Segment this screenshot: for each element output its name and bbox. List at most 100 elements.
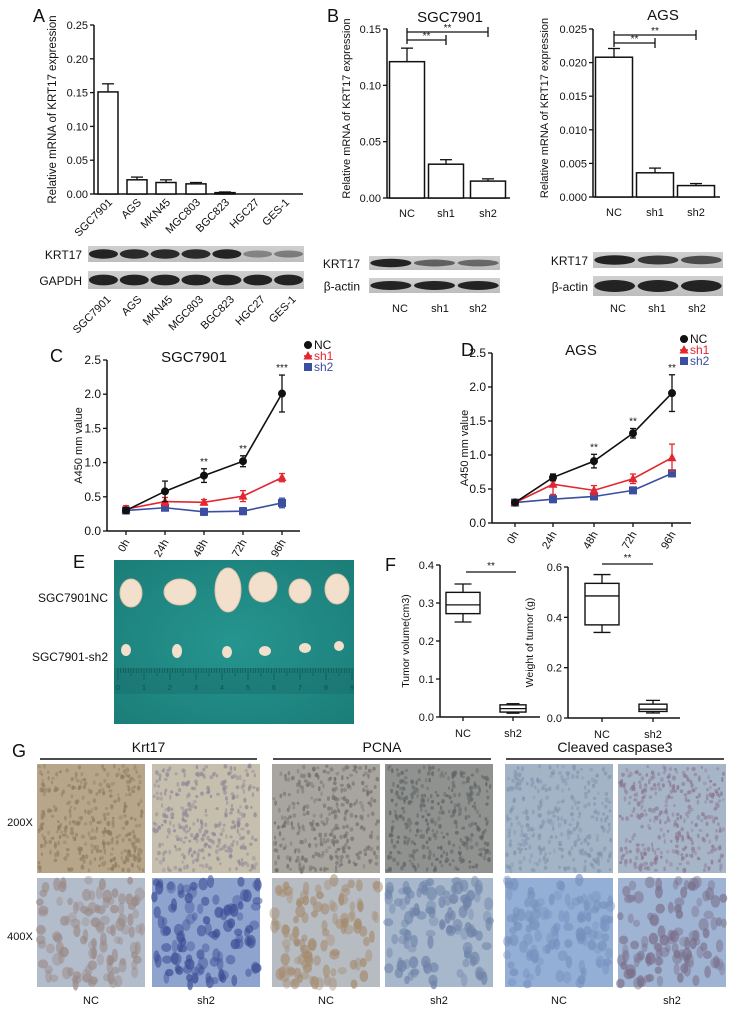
- cell-nucleus: [318, 786, 321, 792]
- cell-nucleus: [542, 855, 546, 862]
- cell-nucleus: [189, 882, 199, 891]
- cell-nucleus: [166, 881, 176, 894]
- cell-nucleus: [110, 804, 114, 810]
- box-sh2: [499, 703, 527, 714]
- cell-nucleus: [308, 843, 312, 848]
- cell-nucleus: [153, 906, 161, 919]
- cell-nucleus: [710, 916, 718, 931]
- marker-triangle: [589, 485, 599, 494]
- cell-nucleus: [334, 786, 338, 791]
- cell-nucleus: [45, 943, 55, 954]
- cell-nucleus: [631, 809, 635, 814]
- cell-nucleus: [423, 793, 427, 798]
- cell-nucleus: [334, 823, 339, 828]
- cell-nucleus: [458, 810, 462, 816]
- cell-nucleus: [235, 867, 238, 871]
- cell-nucleus: [679, 815, 683, 820]
- cell-nucleus: [239, 836, 244, 840]
- cell-nucleus: [391, 934, 399, 945]
- cell-nucleus: [317, 852, 321, 858]
- cell-nucleus: [364, 852, 367, 857]
- panel-label-d: D: [461, 340, 474, 360]
- marker-square: [304, 363, 312, 371]
- cell-nucleus: [573, 768, 576, 772]
- cell-nucleus: [186, 782, 190, 787]
- cell-nucleus: [181, 812, 185, 818]
- cell-nucleus: [113, 975, 123, 988]
- cell-nucleus: [323, 832, 328, 838]
- cell-nucleus: [234, 928, 243, 936]
- cell-nucleus: [195, 838, 199, 844]
- cell-nucleus: [328, 833, 332, 837]
- cell-nucleus: [521, 811, 526, 815]
- cell-nucleus: [650, 808, 655, 814]
- x-tick-label: 96h: [659, 530, 679, 552]
- cell-nucleus: [563, 819, 567, 825]
- cell-nucleus: [672, 880, 679, 890]
- group-label: NC: [318, 995, 334, 1007]
- cell-nucleus: [717, 822, 720, 827]
- marker-square: [668, 469, 676, 478]
- cell-nucleus: [41, 783, 46, 788]
- cell-nucleus: [532, 780, 535, 785]
- cell-nucleus: [653, 807, 656, 813]
- cell-nucleus: [581, 934, 588, 947]
- cell-nucleus: [568, 823, 573, 827]
- cell-nucleus: [356, 897, 363, 911]
- cell-nucleus: [528, 858, 532, 864]
- cell-nucleus: [237, 808, 240, 814]
- cell-nucleus: [47, 788, 51, 793]
- cell-nucleus: [675, 909, 684, 919]
- cell-nucleus: [212, 894, 220, 905]
- cell-nucleus: [390, 838, 394, 844]
- cell-nucleus: [671, 787, 675, 793]
- cell-nucleus: [587, 929, 599, 940]
- cell-nucleus: [106, 961, 113, 974]
- cell-nucleus: [400, 779, 405, 784]
- cell-nucleus: [103, 849, 107, 855]
- cell-nucleus: [595, 838, 599, 842]
- cell-nucleus: [441, 798, 445, 804]
- cell-nucleus: [184, 900, 195, 914]
- cell-nucleus: [182, 965, 192, 974]
- cell-nucleus: [399, 897, 407, 911]
- cell-nucleus: [457, 851, 461, 855]
- cell-nucleus: [460, 973, 468, 987]
- cell-nucleus: [212, 948, 221, 962]
- cell-nucleus: [90, 807, 94, 813]
- chart-title: SGC7901: [417, 9, 483, 26]
- cell-nucleus: [391, 820, 395, 824]
- cell-nucleus: [521, 777, 525, 781]
- cell-nucleus: [469, 797, 474, 802]
- cell-nucleus: [507, 835, 511, 839]
- cell-nucleus: [327, 777, 332, 782]
- cell-nucleus: [225, 796, 228, 801]
- x-tick-label: GES-1: [260, 197, 292, 229]
- cell-nucleus: [642, 861, 646, 867]
- cell-nucleus: [45, 969, 52, 983]
- cell-nucleus: [135, 770, 139, 774]
- cell-nucleus: [183, 772, 186, 778]
- cell-nucleus: [676, 836, 680, 841]
- cell-nucleus: [677, 972, 684, 983]
- cell-nucleus: [444, 859, 448, 864]
- cell-nucleus: [174, 772, 178, 776]
- cell-nucleus: [297, 822, 300, 827]
- cell-nucleus: [683, 793, 688, 797]
- lane-label: AGS: [119, 294, 144, 319]
- cell-nucleus: [441, 774, 445, 779]
- cell-nucleus: [410, 935, 418, 948]
- cell-nucleus: [433, 865, 437, 871]
- cell-nucleus: [707, 866, 710, 872]
- cell-nucleus: [347, 912, 356, 923]
- cell-nucleus: [175, 793, 180, 797]
- cell-nucleus: [603, 846, 607, 850]
- cell-nucleus: [417, 768, 421, 774]
- cell-nucleus: [715, 801, 719, 808]
- cell-nucleus: [73, 806, 77, 811]
- cell-nucleus: [620, 855, 624, 861]
- y-tick-label: 0.15: [360, 24, 381, 36]
- cell-nucleus: [290, 821, 294, 827]
